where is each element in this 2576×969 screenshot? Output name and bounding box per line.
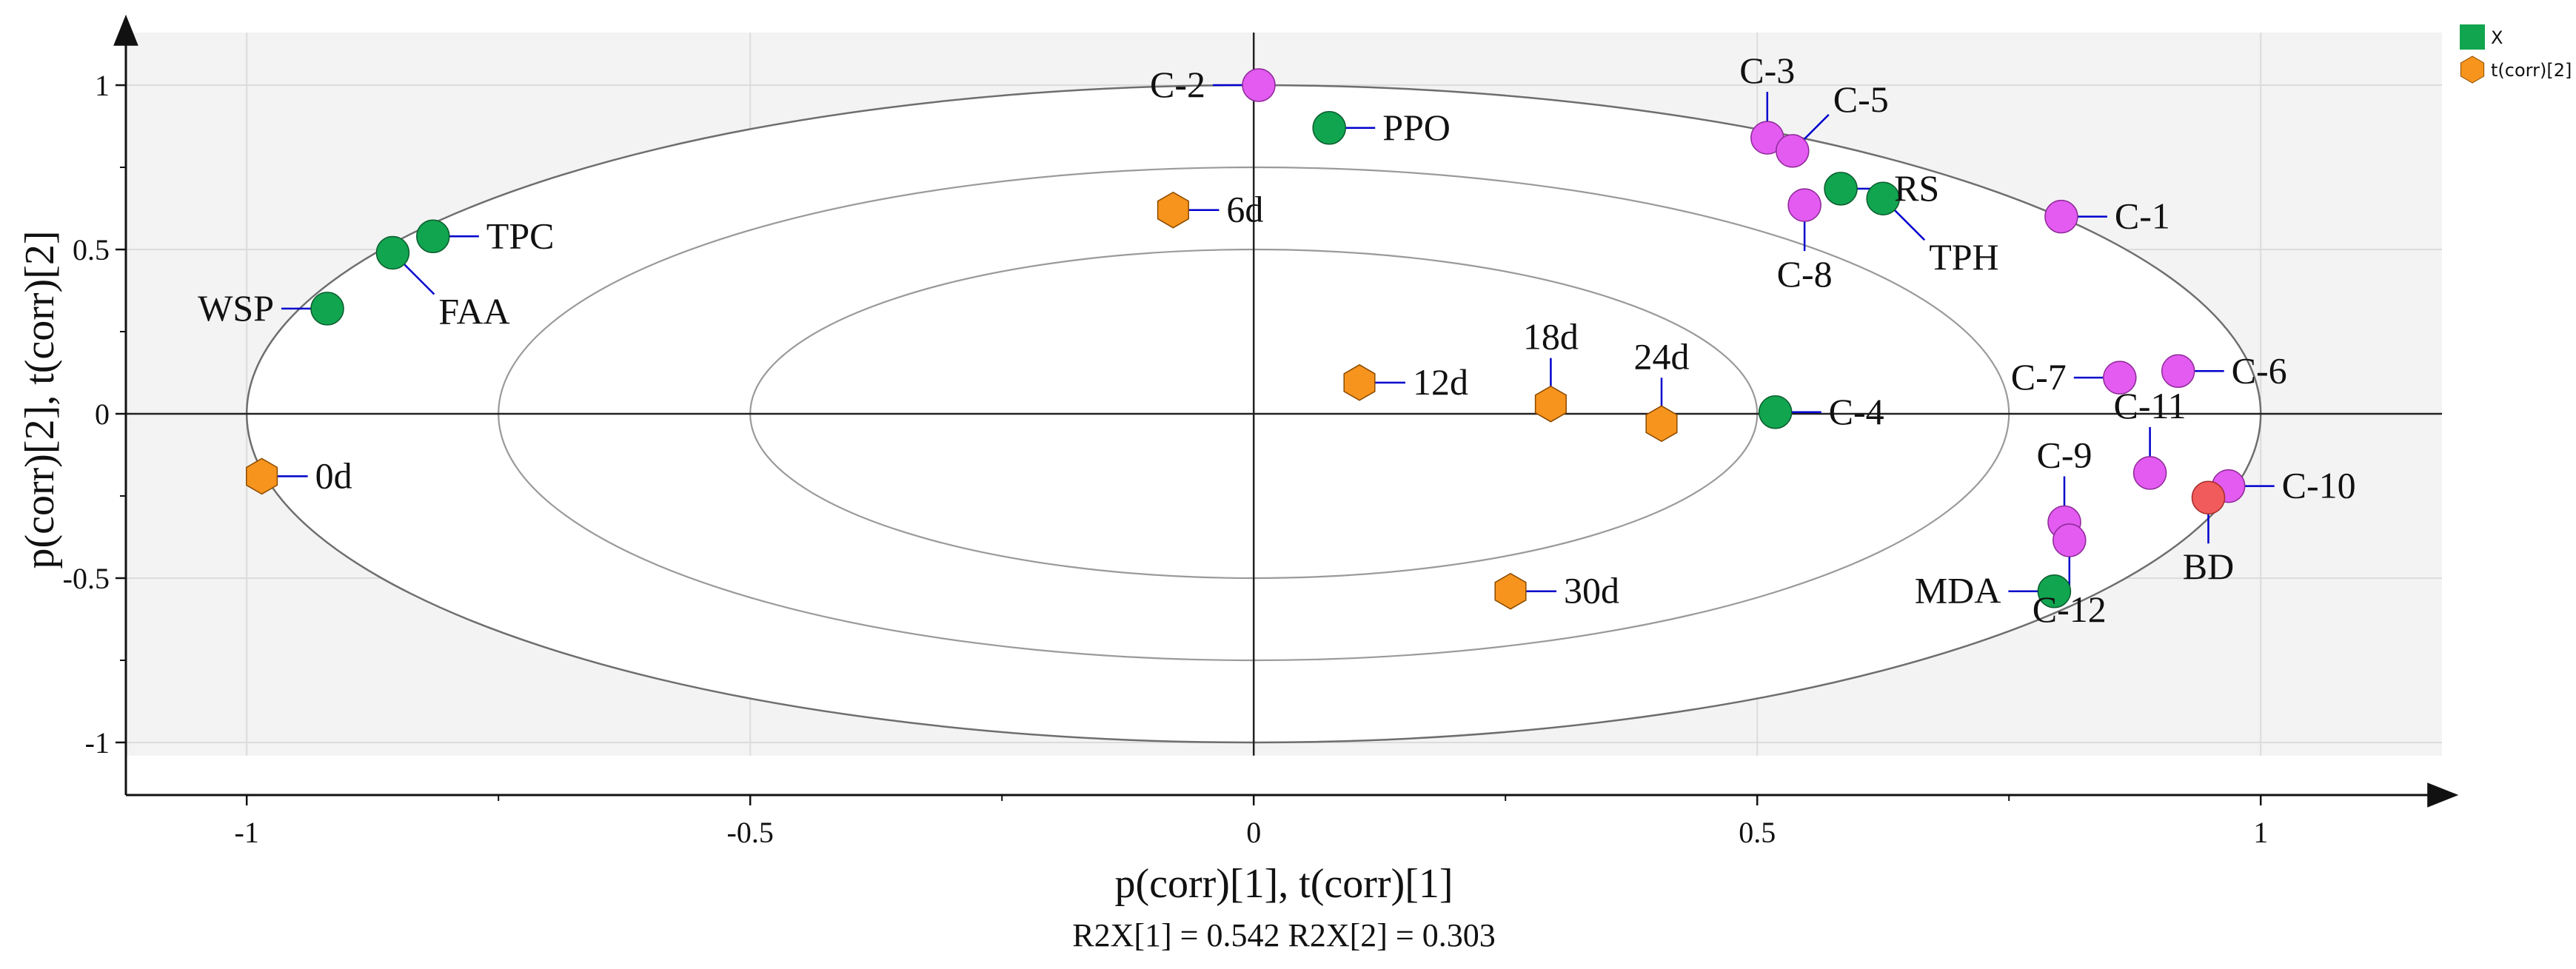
point-label-c-10: C-10	[2282, 465, 2356, 506]
score-marker-12d	[1343, 363, 1376, 401]
x-tick-label: -1	[235, 816, 259, 849]
point-marker-faa	[375, 235, 410, 270]
point-label-c-4: C-4	[1829, 391, 1884, 432]
point-marker-rs	[1824, 172, 1858, 206]
y-tick-label: 0.5	[73, 233, 110, 266]
point-label-wsp: WSP	[198, 287, 274, 329]
point-label-c-2: C-2	[1150, 64, 1205, 105]
legend-label: t(corr)[2]	[2491, 60, 2572, 81]
point-label-24d: 24d	[1634, 335, 1690, 377]
point-label-6d: 6d	[1226, 189, 1263, 230]
zero-lines	[126, 33, 2442, 756]
x-tick-label: -0.5	[727, 816, 774, 849]
score-marker-18d	[1534, 385, 1567, 423]
point-label-18d: 18d	[1523, 316, 1579, 358]
score-marker-0d	[246, 457, 278, 495]
point-marker-tph	[1866, 181, 1900, 215]
point-label-c-7: C-7	[2011, 356, 2067, 398]
point-label-tph: TPH	[1929, 236, 1998, 278]
point-marker-c-7	[2103, 361, 2137, 395]
y-tick-label: 0	[95, 398, 110, 431]
point-label-30d: 30d	[1564, 570, 1619, 611]
point-label-ppo: PPO	[1382, 107, 1451, 148]
point-marker-ppo	[1312, 111, 1346, 145]
score-marker-6d	[1157, 191, 1189, 229]
point-label-0d: 0d	[315, 455, 352, 496]
x-tick-label: 0	[1246, 816, 1261, 849]
legend-label: X	[2491, 27, 2503, 48]
point-label-12d: 12d	[1413, 361, 1468, 403]
point-marker-c-8	[1787, 188, 1821, 222]
point-label-c-12: C-12	[2033, 589, 2107, 630]
x-tick-label: 0.5	[1739, 816, 1776, 849]
point-label-c-3: C-3	[1739, 50, 1795, 91]
data-labels: C-2 PPO C-3 C-5 RS TPH C-8 C-1 TPC FAA WSP 6d 12d 18d…	[198, 50, 2355, 630]
point-marker-tpc	[416, 219, 450, 254]
r2x-footnote: R2X[1] = 0.542 R2X[2] = 0.303	[1072, 917, 1495, 953]
point-marker-mda	[2037, 574, 2072, 608]
legend-swatch-x	[2460, 24, 2485, 50]
point-marker-bd	[2191, 480, 2226, 514]
axes	[113, 14, 2459, 808]
axis-ticks: -1 -0.5 0 0.5 1 1 0.5 0 -0.5 -1	[63, 69, 2269, 849]
point-marker-wsp	[310, 292, 344, 326]
y-axis-title: p(corr)[2], t(corr)[2]	[17, 230, 63, 569]
point-label-c-6: C-6	[2232, 349, 2287, 391]
point-marker-c-4	[1758, 395, 1793, 429]
point-marker-c-11	[2132, 456, 2167, 490]
point-label-c-11: C-11	[2114, 385, 2187, 426]
point-label-c-8: C-8	[1777, 253, 1833, 295]
point-label-c-9: C-9	[2037, 435, 2092, 476]
point-label-bd: BD	[2183, 546, 2234, 587]
score-marker-30d	[1494, 572, 1527, 610]
point-label-c-1: C-1	[2115, 195, 2170, 237]
x-axis-title: p(corr)[1], t(corr)[1]	[1114, 861, 1453, 907]
point-marker-c-12	[2053, 523, 2087, 557]
point-label-tpc: TPC	[486, 215, 555, 256]
y-tick-label: -1	[85, 726, 110, 760]
point-marker-c-5	[1776, 134, 1810, 168]
point-label-faa: FAA	[438, 290, 509, 332]
legend-swatch-score	[2460, 56, 2485, 84]
point-label-rs: RS	[1894, 167, 1939, 209]
point-marker-c-2	[1242, 68, 1276, 102]
point-marker-c-1	[2044, 199, 2078, 234]
legend: Xt(corr)[2]	[2460, 24, 2572, 84]
point-label-c-5: C-5	[1833, 78, 1889, 120]
x-tick-label: 1	[2253, 816, 2268, 849]
data-markers	[246, 68, 2246, 610]
point-marker-c-6	[2161, 354, 2195, 389]
score-marker-24d	[1645, 405, 1678, 443]
y-tick-label: -0.5	[63, 562, 110, 595]
y-tick-label: 1	[95, 69, 110, 102]
point-label-mda: MDA	[1915, 570, 2001, 611]
